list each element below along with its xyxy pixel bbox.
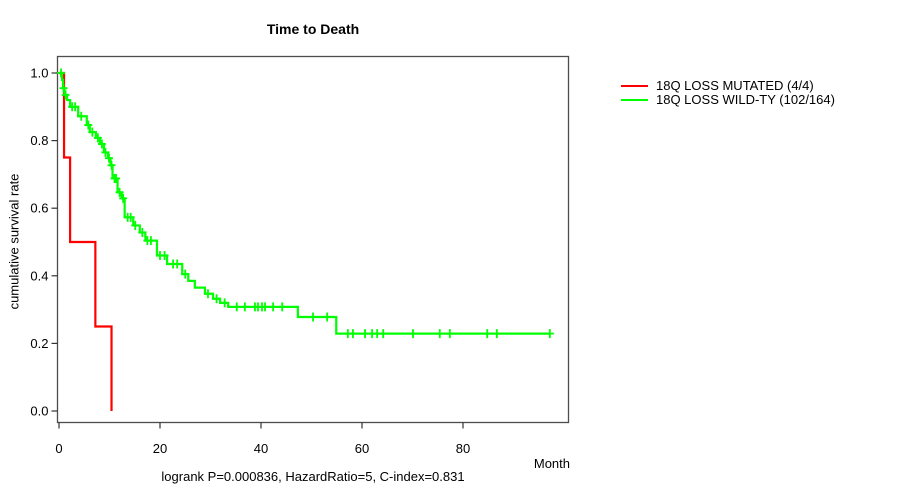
y-tick-label: 0.6 <box>30 201 48 216</box>
x-tick-label: 80 <box>456 441 470 456</box>
legend-label-mutated: 18Q LOSS MUTATED (4/4) <box>656 78 814 93</box>
statistics-footnote: logrank P=0.000836, HazardRatio=5, C-ind… <box>161 469 465 484</box>
x-tick-label: 40 <box>254 441 268 456</box>
legend-line-swatch-green <box>621 99 648 101</box>
x-axis-label: Month <box>533 456 570 471</box>
y-tick-label: 0.8 <box>30 133 48 148</box>
legend: 18Q LOSS MUTATED (4/4) 18Q LOSS WILD-TY … <box>621 79 835 107</box>
y-tick-label: 0.4 <box>30 268 48 283</box>
y-tick-label: 0.2 <box>30 336 48 351</box>
legend-line-swatch-red <box>621 85 648 87</box>
survival-curve-0 <box>59 71 113 411</box>
legend-label-wildtype: 18Q LOSS WILD-TY (102/164) <box>656 92 835 107</box>
legend-row-mutated: 18Q LOSS MUTATED (4/4) <box>621 79 835 93</box>
plot-box <box>56 55 570 424</box>
chart-title: Time to Death <box>266 21 360 37</box>
survival-curve-1 <box>59 71 550 335</box>
x-tick-label: 60 <box>355 441 369 456</box>
x-tick-label: 20 <box>153 441 167 456</box>
x-tick-label: 0 <box>55 441 62 456</box>
legend-row-wildtype: 18Q LOSS WILD-TY (102/164) <box>621 93 835 107</box>
y-tick-label: 0.0 <box>30 404 48 419</box>
y-axis-label: cumulative survival rate <box>6 173 22 310</box>
censor-marks-1 <box>57 68 554 339</box>
y-tick-label: 1.0 <box>30 66 48 81</box>
